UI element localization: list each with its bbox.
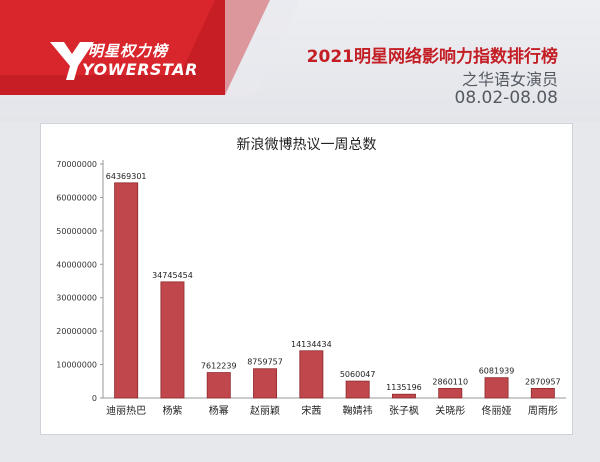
bar <box>299 350 324 399</box>
x-category-label: 杨紫 <box>162 404 182 417</box>
x-category-label: 佟丽娅 <box>482 404 512 417</box>
bar <box>438 388 463 399</box>
bar <box>484 377 509 399</box>
bar-value-label: 34745454 <box>152 271 193 280</box>
bar <box>391 393 416 399</box>
y-tick-label: 10000000 <box>56 361 97 370</box>
y-tick-label: 50000000 <box>56 227 97 236</box>
x-category-label: 赵丽颖 <box>250 404 280 417</box>
bar-value-label: 14134434 <box>291 340 332 349</box>
y-tick-label: 20000000 <box>56 327 97 336</box>
x-category-label: 周雨彤 <box>528 405 558 417</box>
ranking-subtitle: 之华语女演员 <box>461 70 558 89</box>
brand-logo-text-en: YOWERSTAR <box>82 60 198 79</box>
bar <box>530 388 555 399</box>
bar-value-label: 6081939 <box>479 367 515 376</box>
y-tick-label: 60000000 <box>56 193 97 202</box>
chart-title: 新浪微博热议一周总数 <box>236 137 377 153</box>
brand-logo-icon <box>50 42 94 80</box>
brand-logo-text-cn: 明星权力榜 <box>88 42 169 60</box>
date-range: 08.02-08.08 <box>454 88 558 108</box>
y-tick-label: 70000000 <box>56 160 97 169</box>
bar-value-label: 8759757 <box>247 358 283 367</box>
bar-value-label: 5060047 <box>340 370 376 379</box>
bar-value-label: 7612239 <box>201 362 237 371</box>
y-tick-label: 0 <box>92 394 97 403</box>
ranking-title: 2021明星网络影响力指数排行榜 <box>306 47 558 67</box>
bar-value-label: 2870957 <box>525 377 561 386</box>
x-category-label: 关晓彤 <box>435 404 465 417</box>
bar-value-label: 2860110 <box>432 377 468 386</box>
y-tick-label: 30000000 <box>56 294 97 303</box>
bar-chart: 0 10000000 20000000 30000000 40000000 5000000… <box>56 160 566 417</box>
bar-value-label: 64369301 <box>106 172 147 181</box>
chart-card: 新浪微博热议一周总数 0 10000000 20000000 30000000 4000… <box>40 123 573 435</box>
bar-value-label: 1135196 <box>386 383 422 392</box>
x-category-label: 鞠婧祎 <box>343 404 373 417</box>
bar <box>253 368 278 399</box>
y-tick-label: 40000000 <box>56 260 97 269</box>
bar <box>160 281 185 399</box>
x-category-label: 杨幂 <box>209 404 229 417</box>
x-category-label: 宋茜 <box>301 404 321 417</box>
bar <box>206 372 231 399</box>
red-banner-graphic <box>0 0 300 95</box>
x-category-label: 迪丽热巴 <box>106 404 146 417</box>
bar <box>345 380 370 399</box>
x-category-label: 张子枫 <box>389 404 419 417</box>
bar <box>114 182 139 399</box>
